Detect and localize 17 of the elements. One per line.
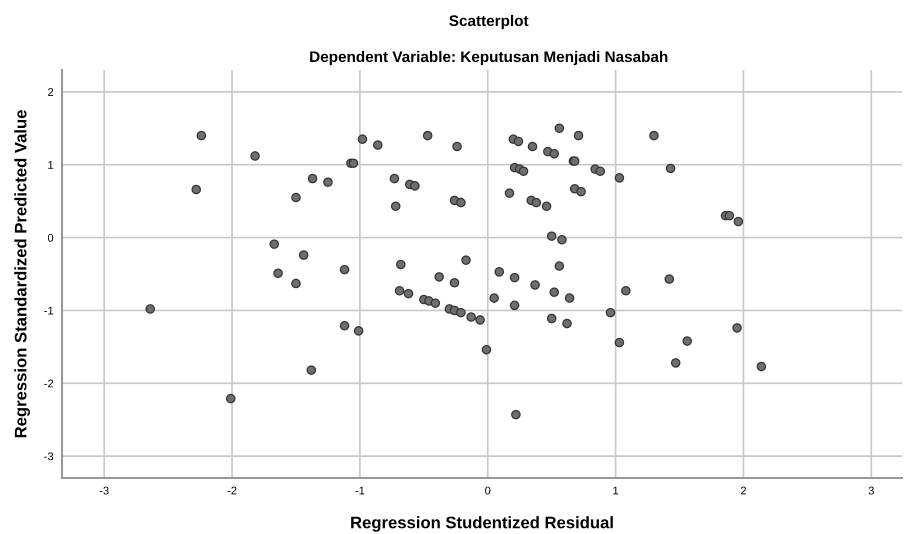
y-tick-label: 0 (48, 234, 54, 242)
y-tick-label: -3 (44, 452, 54, 460)
y-axis-title: Regression Standardized Predicted Value (14, 110, 30, 438)
y-tick-label: -2 (44, 380, 54, 388)
chart-title: Scatterplot (449, 14, 528, 30)
x-tick-label: -3 (100, 486, 109, 494)
chart-subtitle: Dependent Variable: Keputusan Menjadi Nasabah (310, 50, 668, 66)
x-tick-label: 1 (613, 486, 618, 494)
x-tick-label: 2 (740, 486, 746, 494)
x-tick-label: 0 (485, 486, 490, 494)
x-tick-label: 3 (868, 486, 874, 494)
x-tick-label: -2 (228, 486, 236, 494)
y-tick-label: 2 (48, 88, 54, 96)
x-axis-title: Regression Studentized Residual (351, 516, 613, 532)
x-tick-label: -1 (355, 486, 364, 494)
y-tick-label: 1 (48, 161, 54, 169)
y-tick-label: -1 (44, 306, 54, 314)
